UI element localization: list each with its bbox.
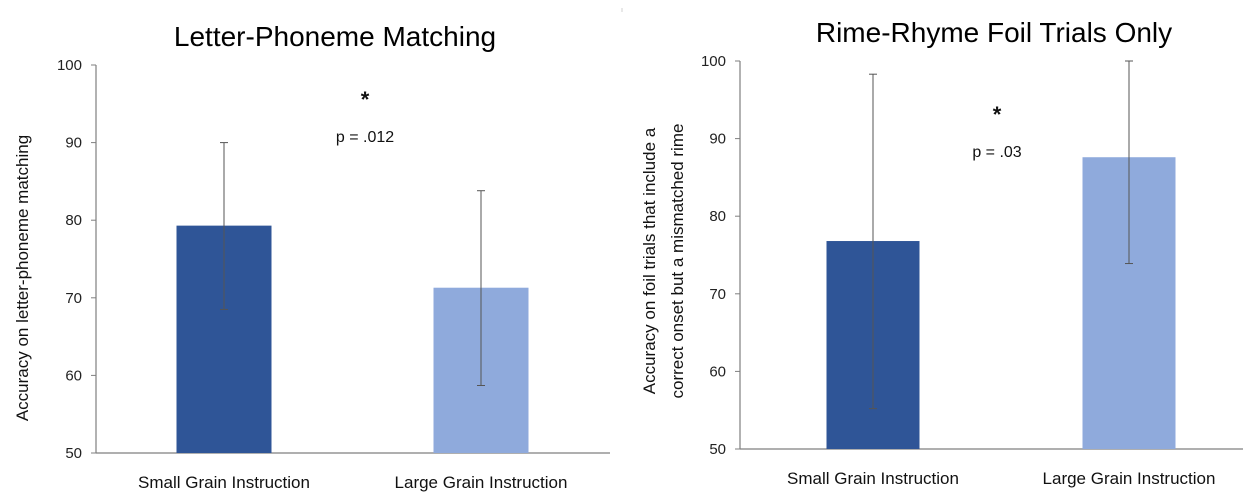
category-label: Large Grain Instruction	[395, 473, 568, 492]
chart-title: Letter-Phoneme Matching	[174, 21, 496, 52]
y-tick-label: 80	[709, 208, 726, 225]
y-tick-label: 50	[709, 441, 726, 458]
y-axis-label: Accuracy on letter-phoneme matching	[13, 135, 32, 421]
y-axis-label: Accuracy on foil trials that include a	[640, 127, 659, 394]
y-tick-label: 70	[65, 290, 82, 307]
category-label: Small Grain Instruction	[138, 473, 310, 492]
y-tick-label: 60	[65, 367, 82, 384]
p-value-label: p = .03	[972, 144, 1021, 161]
y-tick-label: 60	[709, 363, 726, 380]
y-tick-label: 50	[65, 445, 82, 462]
y-tick-label: 100	[701, 53, 726, 70]
category-label: Small Grain Instruction	[787, 469, 959, 488]
significance-star: *	[993, 102, 1002, 127]
y-tick-label: 100	[57, 57, 82, 74]
y-tick-label: 90	[65, 135, 82, 152]
y-tick-label: 70	[709, 286, 726, 303]
y-axis-label: correct onset but a mismatched rime	[668, 124, 687, 399]
chart-title: Rime-Rhyme Foil Trials Only	[816, 17, 1172, 48]
category-label: Large Grain Instruction	[1043, 469, 1216, 488]
p-value-label: p = .012	[336, 129, 394, 146]
significance-star: *	[361, 87, 370, 112]
y-tick-label: 90	[709, 131, 726, 148]
y-tick-label: 80	[65, 212, 82, 229]
